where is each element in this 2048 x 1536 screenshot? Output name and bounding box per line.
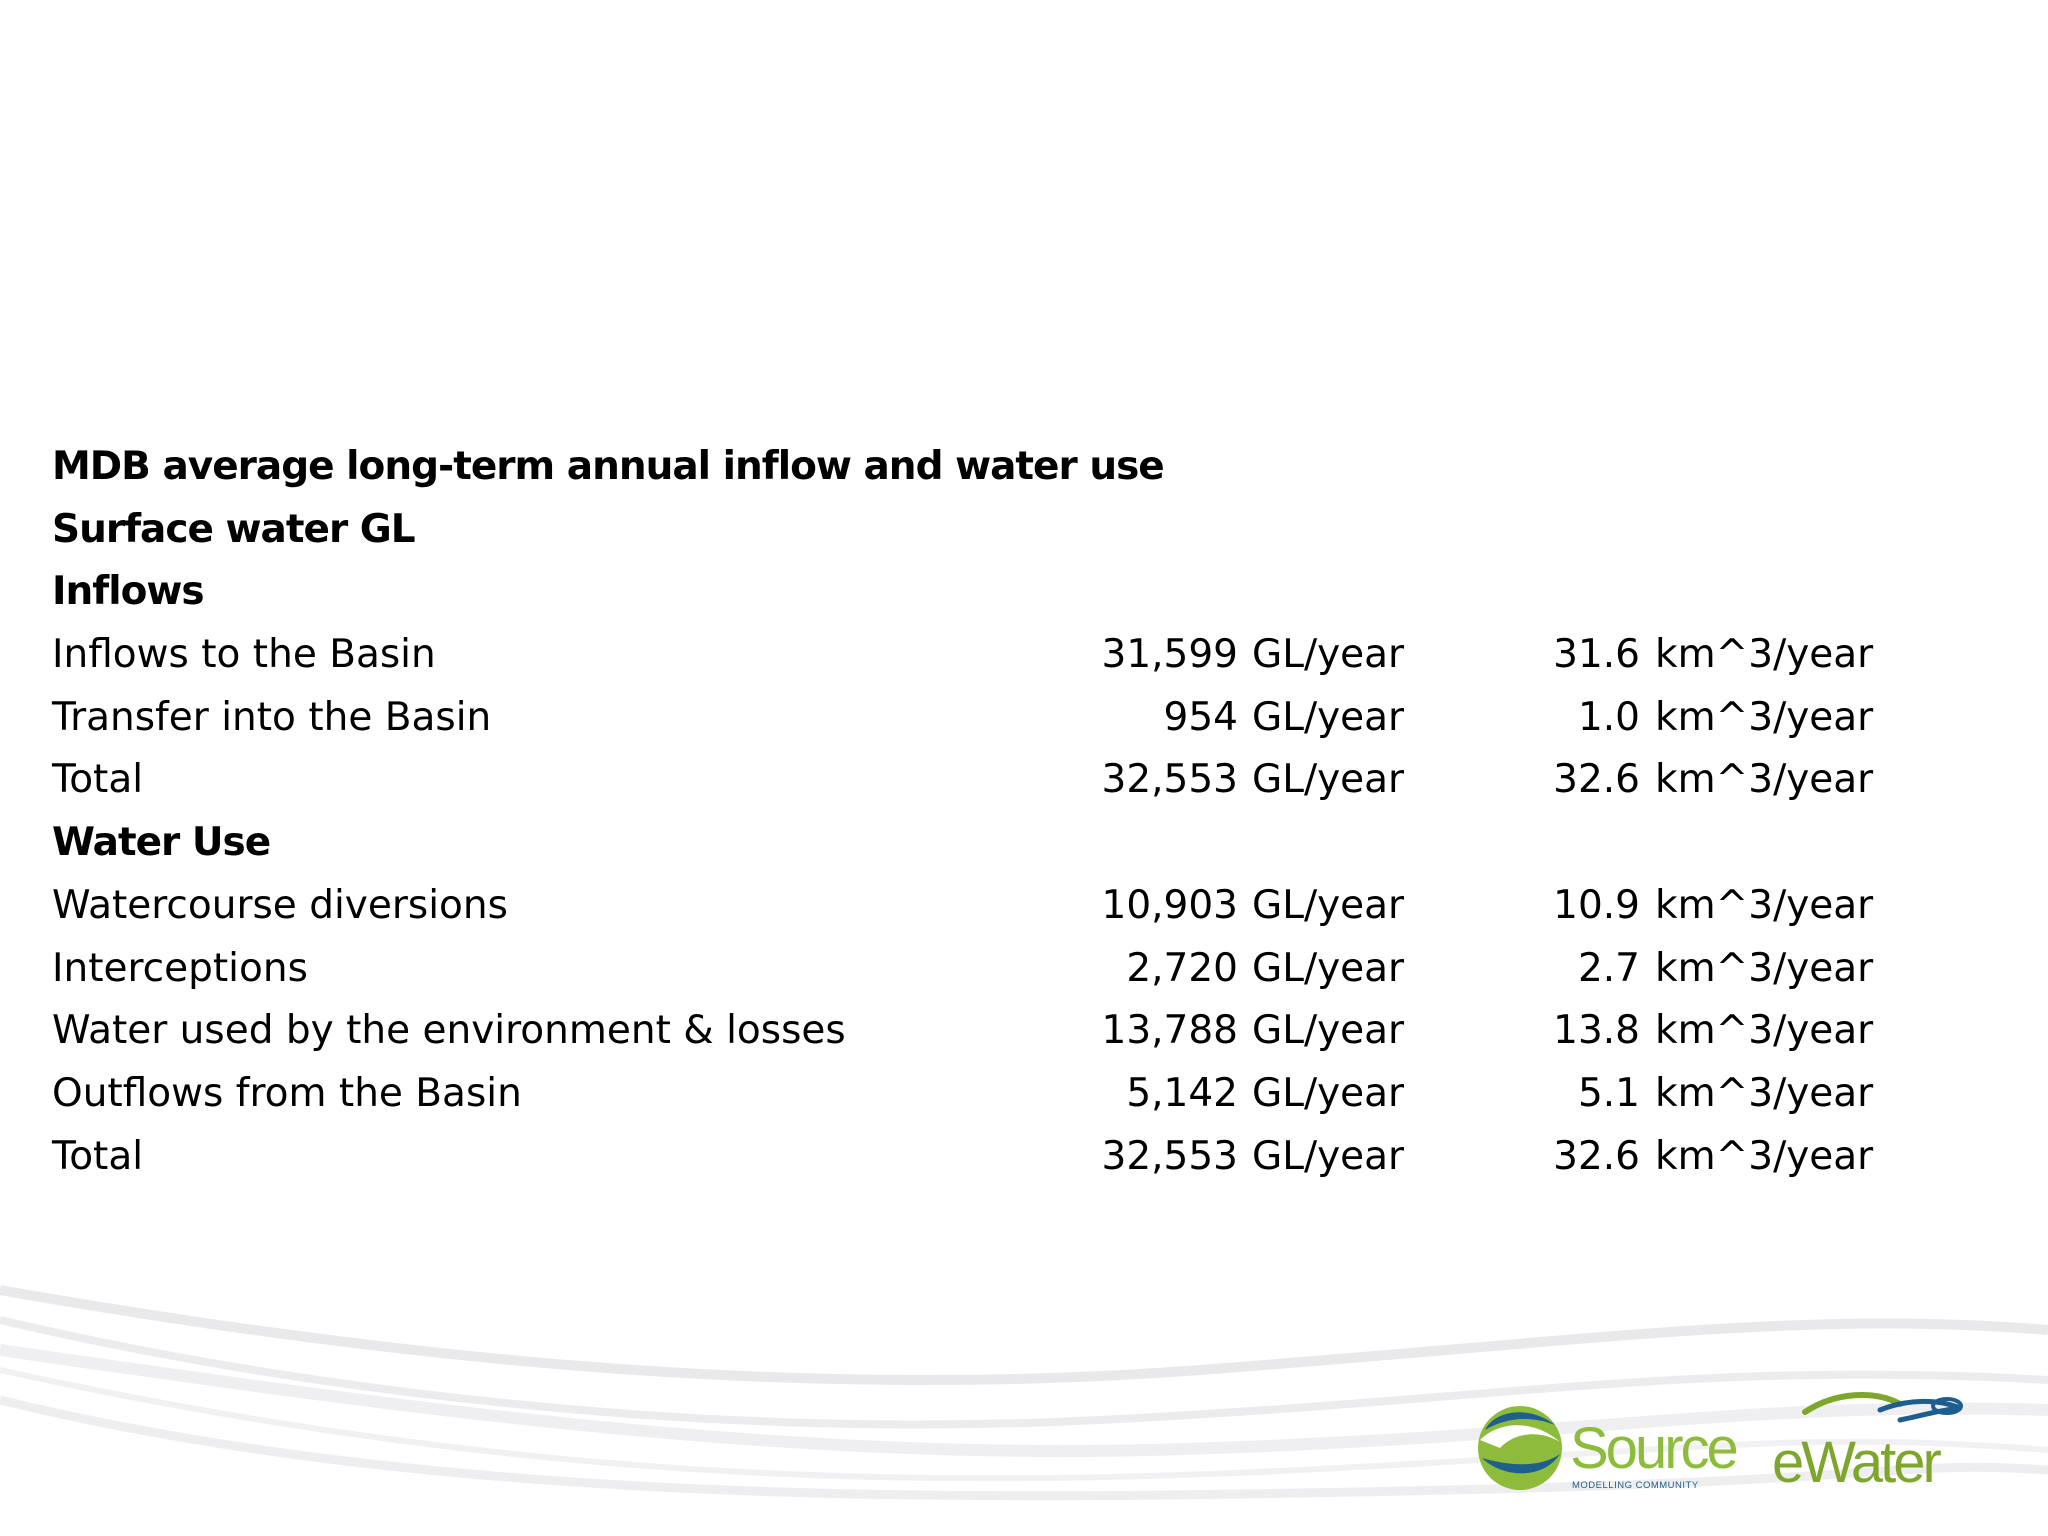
table-row: Transfer into the Basin 954 GL/year 1.0 … bbox=[52, 687, 1952, 750]
gl-unit: GL/year bbox=[1252, 945, 1405, 991]
gl-unit: GL/year bbox=[1252, 757, 1405, 803]
row-label: Inflows to the Basin bbox=[52, 632, 436, 678]
ewater-logo-name: eWater bbox=[1772, 1430, 1941, 1495]
table-row: Interceptions 2,720 GL/year 2.7 km^3/yea… bbox=[52, 938, 1952, 1001]
km-value: 13.8 bbox=[1553, 1008, 1640, 1054]
row-label: Total bbox=[52, 757, 144, 803]
gl-unit: GL/year bbox=[1252, 694, 1405, 740]
row-label: Interceptions bbox=[52, 945, 308, 991]
section-heading-water-use: Water Use bbox=[52, 820, 271, 866]
row-label: Water used by the environment & losses bbox=[52, 1008, 846, 1054]
km-value: 31.6 bbox=[1553, 632, 1640, 678]
gl-unit: GL/year bbox=[1252, 1133, 1405, 1179]
table-row: Water used by the environment & losses 1… bbox=[52, 1000, 1952, 1063]
ewater-logo: eWater bbox=[1772, 1392, 1963, 1495]
km-unit: km^3/year bbox=[1655, 1070, 1874, 1116]
gl-unit: GL/year bbox=[1252, 882, 1405, 928]
gl-unit: GL/year bbox=[1252, 632, 1405, 678]
gl-value: 32,553 bbox=[1101, 757, 1238, 803]
table-row: Inflows to the Basin 31,599 GL/year 31.6… bbox=[52, 624, 1952, 687]
row-label: Watercourse diversions bbox=[52, 882, 508, 928]
gl-value: 10,903 bbox=[1101, 882, 1238, 928]
water-balance-table: MDB average long-term annual inflow and … bbox=[52, 436, 1952, 1188]
table-title: MDB average long-term annual inflow and … bbox=[52, 444, 1165, 489]
gl-value: 32,553 bbox=[1101, 1133, 1238, 1179]
gl-unit: GL/year bbox=[1252, 1070, 1405, 1116]
table-row: Total 32,553 GL/year 32.6 km^3/year bbox=[52, 1126, 1952, 1189]
gl-value: 13,788 bbox=[1101, 1008, 1238, 1054]
gl-value: 2,720 bbox=[1126, 945, 1238, 991]
section-heading-inflows: Inflows bbox=[52, 569, 205, 615]
source-logo: Source MODELLING COMMUNITY bbox=[1478, 1406, 1740, 1491]
table-title-row: MDB average long-term annual inflow and … bbox=[52, 436, 1952, 499]
km-value: 1.0 bbox=[1577, 694, 1640, 740]
km-unit: km^3/year bbox=[1655, 882, 1874, 928]
row-label: Outflows from the Basin bbox=[52, 1070, 522, 1116]
km-value: 2.7 bbox=[1577, 945, 1640, 991]
km-unit: km^3/year bbox=[1655, 632, 1874, 678]
table-row: Total 32,553 GL/year 32.6 km^3/year bbox=[52, 749, 1952, 812]
table-row: Watercourse diversions 10,903 GL/year 10… bbox=[52, 875, 1952, 938]
km-value: 5.1 bbox=[1577, 1070, 1640, 1116]
gl-unit: GL/year bbox=[1252, 1008, 1405, 1054]
km-value: 32.6 bbox=[1553, 1133, 1640, 1179]
section-heading-row: Water Use bbox=[52, 812, 1952, 875]
section-heading-row: Inflows bbox=[52, 561, 1952, 624]
source-logo-name: Source bbox=[1570, 1416, 1737, 1481]
gl-value: 954 bbox=[1163, 694, 1238, 740]
gl-value: 5,142 bbox=[1126, 1070, 1238, 1116]
km-unit: km^3/year bbox=[1655, 694, 1874, 740]
background-waves bbox=[0, 1285, 2048, 1501]
source-logo-tagline: MODELLING COMMUNITY bbox=[1572, 1480, 1699, 1491]
km-unit: km^3/year bbox=[1655, 1133, 1874, 1179]
footer-logos: Source MODELLING COMMUNITY eWater bbox=[1478, 1392, 1963, 1495]
row-label: Total bbox=[52, 1133, 144, 1179]
km-unit: km^3/year bbox=[1655, 945, 1874, 991]
gl-value: 31,599 bbox=[1101, 632, 1238, 678]
km-value: 10.9 bbox=[1553, 882, 1640, 928]
km-value: 32.6 bbox=[1553, 757, 1640, 803]
row-label: Transfer into the Basin bbox=[52, 694, 492, 740]
km-unit: km^3/year bbox=[1655, 1008, 1874, 1054]
km-unit: km^3/year bbox=[1655, 757, 1874, 803]
table-subtitle: Surface water GL bbox=[52, 506, 416, 552]
table-subtitle-row: Surface water GL bbox=[52, 499, 1952, 562]
table-row: Outflows from the Basin 5,142 GL/year 5.… bbox=[52, 1063, 1952, 1126]
